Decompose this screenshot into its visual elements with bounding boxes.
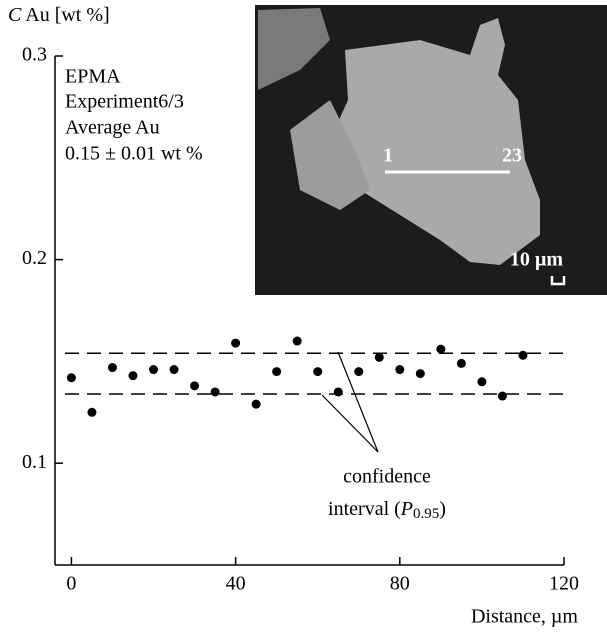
- data-point: [169, 365, 179, 375]
- data-point: [497, 391, 507, 401]
- annotation-line: Average Au: [65, 117, 160, 139]
- data-point: [415, 369, 425, 379]
- data-point: [87, 407, 97, 417]
- data-point: [210, 387, 220, 397]
- grain-fragment: [258, 8, 330, 90]
- y-tick-label: 0.3: [22, 44, 47, 66]
- data-point: [107, 363, 117, 373]
- y-tick-label: 0.2: [22, 247, 47, 269]
- scale-bar: [550, 276, 566, 286]
- leader-line: [337, 351, 379, 453]
- data-point: [477, 377, 487, 387]
- data-point: [374, 352, 384, 362]
- data-point: [251, 399, 261, 409]
- data-point: [313, 367, 323, 377]
- data-point: [272, 367, 282, 377]
- leader-line: [321, 394, 379, 453]
- profile-start: 1: [383, 145, 393, 167]
- interval-subscript: 0.95: [413, 506, 439, 522]
- data-point: [128, 371, 138, 381]
- scale-label: 10 µm: [510, 249, 564, 271]
- data-point: [231, 338, 241, 348]
- x-tick-label: 0: [66, 573, 76, 595]
- data-point: [190, 381, 200, 391]
- annotation-line: EPMA: [65, 66, 121, 88]
- data-point: [66, 373, 76, 383]
- data-point: [395, 365, 405, 375]
- x-axis-label: Distance, µm: [471, 606, 578, 628]
- grain-fragment: [290, 100, 370, 210]
- annotation-line: Experiment6/3: [65, 91, 184, 113]
- interval-label: confidence: [343, 466, 431, 488]
- interval-text: ): [439, 498, 446, 520]
- data-point: [456, 358, 466, 368]
- y-axis-symbol: C: [8, 4, 22, 26]
- annotation-line: 0.15 ± 0.01 wt %: [65, 143, 203, 165]
- data-point: [333, 387, 343, 397]
- data-point: [518, 350, 528, 360]
- grain: [330, 18, 540, 265]
- y-axis-unit: Au [wt %]: [25, 4, 109, 26]
- y-axis-label: C Au [wt %]: [8, 4, 110, 26]
- data-point: [292, 336, 302, 346]
- inset-image: 1 23 10 µm: [255, 5, 607, 295]
- y-tick-label: 0.1: [22, 451, 47, 473]
- profile-end: 23: [502, 145, 522, 167]
- interval-symbol: P: [400, 498, 413, 520]
- interval-text: interval (: [328, 498, 401, 520]
- data-point: [354, 367, 364, 377]
- interval-label: interval (P0.95): [328, 498, 446, 523]
- x-tick-label: 40: [226, 573, 246, 595]
- data-point: [436, 344, 446, 354]
- x-tick-label: 80: [390, 573, 410, 595]
- data-point: [149, 365, 159, 375]
- x-tick-label: 120: [549, 573, 579, 595]
